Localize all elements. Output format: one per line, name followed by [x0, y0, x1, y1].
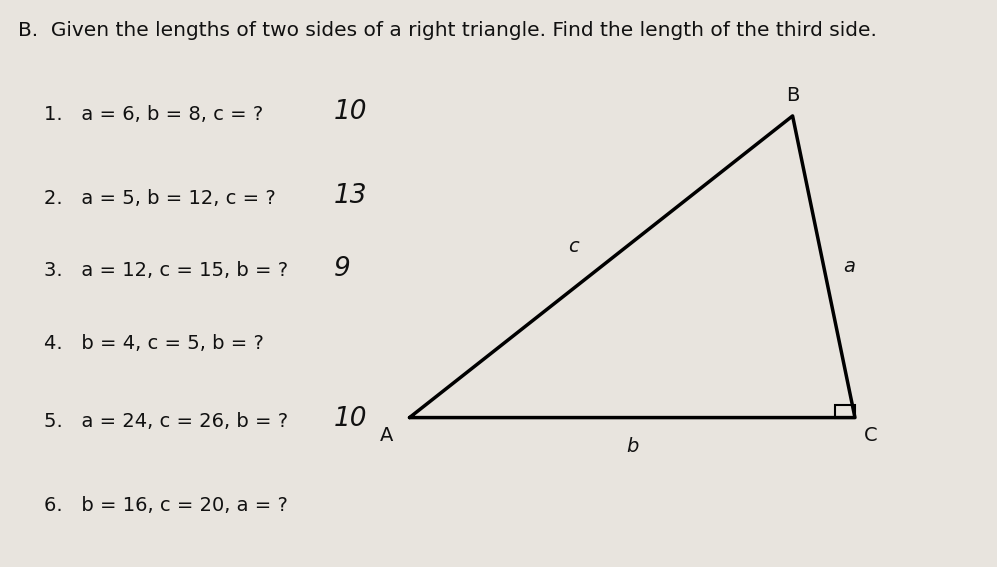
Text: B.  Given the lengths of two sides of a right triangle. Find the length of the t: B. Given the lengths of two sides of a r…	[18, 21, 876, 40]
Text: A: A	[380, 426, 394, 445]
Text: 10: 10	[334, 99, 367, 125]
Text: b: b	[626, 437, 638, 456]
Text: B: B	[786, 86, 800, 105]
Text: 6.   b = 16, c = 20, a = ?: 6. b = 16, c = 20, a = ?	[44, 496, 288, 515]
Text: 5.   a = 24, c = 26, b = ?: 5. a = 24, c = 26, b = ?	[44, 412, 288, 431]
Text: 3.   a = 12, c = 15, b = ?: 3. a = 12, c = 15, b = ?	[44, 261, 288, 280]
Bar	[835, 405, 855, 417]
Text: C: C	[863, 426, 877, 445]
Text: 4.   b = 4, c = 5, b = ?: 4. b = 4, c = 5, b = ?	[44, 334, 264, 353]
Text: 2.   a = 5, b = 12, c = ?: 2. a = 5, b = 12, c = ?	[44, 188, 276, 208]
Text: 13: 13	[334, 183, 367, 209]
Text: c: c	[568, 236, 579, 256]
Text: 10: 10	[334, 407, 367, 433]
Text: a: a	[843, 257, 855, 276]
Text: 9: 9	[334, 256, 351, 282]
Text: 1.   a = 6, b = 8, c = ?: 1. a = 6, b = 8, c = ?	[44, 105, 263, 124]
